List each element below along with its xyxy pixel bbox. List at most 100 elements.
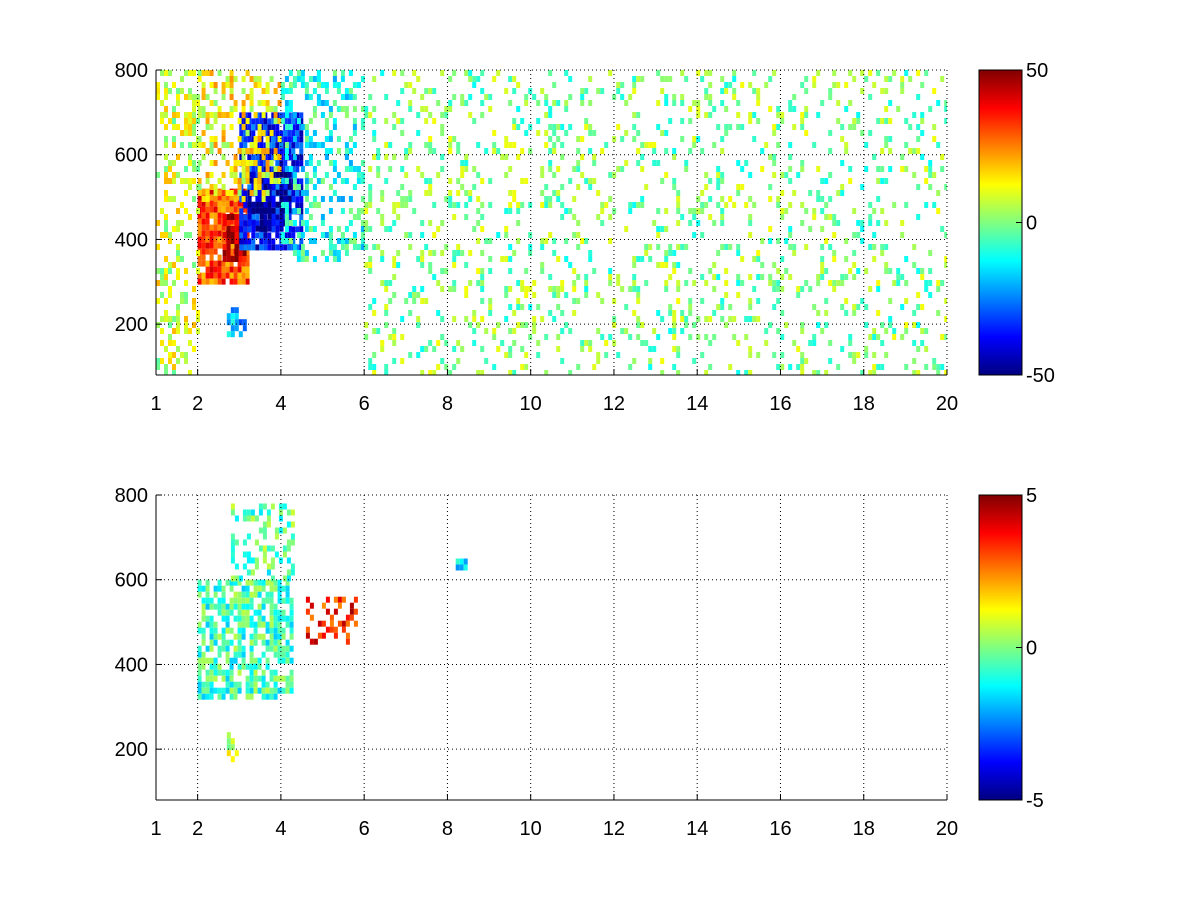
- heatmap-cell: [656, 226, 661, 232]
- heatmap-cell: [230, 214, 235, 220]
- heatmap-cell: [768, 154, 773, 160]
- heatmap-cell: [904, 202, 909, 208]
- heatmap-cell: [780, 256, 785, 262]
- heatmap-cell: [245, 681, 250, 688]
- heatmap-cell: [928, 184, 933, 190]
- heatmap-cell: [246, 509, 251, 516]
- heatmap-cell: [160, 340, 164, 346]
- heatmap-cell: [708, 100, 713, 106]
- heatmap-cell: [269, 687, 274, 694]
- heatmap-cell: [188, 118, 192, 124]
- heatmap-cell: [205, 591, 210, 598]
- heatmap-cell: [940, 334, 945, 340]
- heatmap-cell: [265, 160, 270, 166]
- heatmap-cell: [205, 112, 210, 118]
- heatmap-cell: [234, 244, 239, 250]
- heatmap-cell: [196, 94, 200, 100]
- heatmap-cell: [424, 190, 429, 196]
- heatmap-cell: [209, 100, 214, 106]
- heatmap-cell: [201, 278, 206, 285]
- heatmap-cell: [292, 172, 297, 178]
- heatmap-cell: [273, 681, 278, 688]
- heatmap-cell: [720, 76, 725, 82]
- heatmap-cell: [209, 230, 214, 237]
- heatmap-cell: [201, 603, 206, 610]
- heatmap-cell: [632, 124, 637, 130]
- heatmap-cell: [516, 154, 521, 160]
- heatmap-cell: [904, 118, 909, 124]
- heatmap-cell: [299, 184, 304, 191]
- heatmap-cell: [516, 208, 521, 214]
- heatmap-cell: [352, 142, 357, 148]
- heatmap-cell: [808, 226, 813, 232]
- heatmap-cell: [716, 304, 721, 310]
- heatmap-cell: [416, 76, 421, 82]
- heatmap-cell: [250, 509, 255, 516]
- heatmap-cell: [241, 100, 246, 106]
- heatmap-cell: [508, 190, 513, 196]
- heatmap-cell: [536, 130, 541, 136]
- heatmap-cell: [320, 100, 325, 106]
- heatmap-cell: [273, 603, 278, 610]
- heatmap-cell: [197, 142, 202, 148]
- heatmap-cell: [684, 316, 689, 322]
- heatmap-cell: [368, 112, 373, 118]
- heatmap-cell: [269, 675, 274, 682]
- heatmap-cell: [225, 579, 230, 586]
- heatmap-cell: [229, 242, 234, 249]
- heatmap-cell: [249, 579, 254, 586]
- heatmap-cell: [269, 106, 274, 112]
- heatmap-cell: [237, 266, 242, 273]
- heatmap-cell: [164, 214, 168, 220]
- heatmap-cell: [217, 178, 222, 184]
- heatmap-cell: [245, 609, 250, 616]
- heatmap-cell: [262, 533, 267, 540]
- heatmap-cell: [856, 112, 861, 118]
- heatmap-cell: [287, 207, 292, 214]
- heatmap-cell: [275, 136, 280, 143]
- heatmap-cell: [556, 334, 561, 340]
- heatmap-cell: [304, 220, 309, 226]
- heatmap-cell: [253, 82, 258, 88]
- heatmap-cells: [156, 70, 947, 375]
- heatmap-cell: [472, 82, 477, 88]
- heatmap-cell: [180, 352, 184, 358]
- heatmap-cell: [304, 256, 309, 262]
- heatmap-cell: [241, 627, 246, 634]
- heatmap-cell: [904, 364, 909, 370]
- heatmap-cell: [320, 196, 325, 202]
- heatmap-cell: [329, 626, 334, 633]
- heatmap-cell: [548, 106, 553, 112]
- heatmap-cell: [480, 370, 485, 375]
- heatmap-cell: [924, 364, 929, 370]
- heatmap-cell: [468, 280, 473, 286]
- heatmap-cell: [664, 94, 669, 100]
- heatmap-cell: [468, 250, 473, 256]
- heatmap-cell: [696, 106, 701, 112]
- heatmap-cell: [221, 675, 226, 682]
- heatmap-cell: [664, 280, 669, 286]
- heatmap-cell: [249, 597, 254, 604]
- heatmap-cell: [313, 638, 318, 645]
- heatmap-cell: [225, 260, 230, 267]
- heatmap-cell: [287, 225, 292, 232]
- heatmap-cell: [229, 639, 234, 646]
- heatmap-cell: [237, 184, 242, 190]
- heatmap-cell: [287, 232, 292, 239]
- heatmap-cell: [283, 130, 288, 137]
- heatmap-cell: [237, 603, 242, 610]
- heatmap-cell: [476, 76, 481, 82]
- heatmap-cell: [249, 591, 254, 598]
- heatmap-cell: [320, 220, 325, 226]
- heatmap-cell: [213, 272, 218, 279]
- heatmap-cell: [548, 148, 553, 154]
- heatmap-cell: [556, 292, 561, 298]
- heatmap-cell: [748, 220, 753, 226]
- heatmap-cell: [560, 280, 565, 286]
- heatmap-cell: [299, 226, 304, 233]
- heatmap-cell: [312, 196, 317, 202]
- heatmap-cell: [476, 268, 481, 274]
- heatmap-cell: [820, 196, 825, 202]
- heatmap-cell: [184, 316, 188, 322]
